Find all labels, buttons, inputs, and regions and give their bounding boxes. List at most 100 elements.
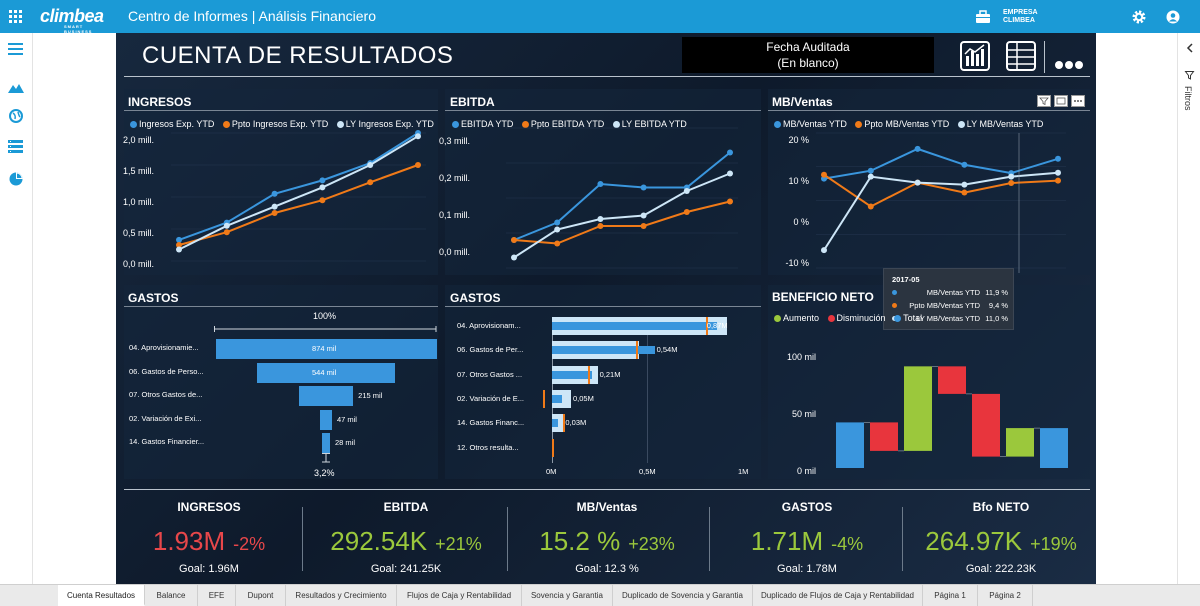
tab-flujos-caja[interactable]: Flujos de Caja y Rentabilidad xyxy=(397,585,522,606)
tab-pagina-2[interactable]: Página 2 xyxy=(978,585,1033,606)
ingresos-line-chart[interactable] xyxy=(171,130,431,263)
data-point xyxy=(821,247,827,254)
brand-logo[interactable]: climbea SMART BUSINESS xyxy=(40,6,104,34)
data-point xyxy=(683,188,690,194)
tab-pagina-1[interactable]: Página 1 xyxy=(923,585,978,606)
mbventas-legend: MB/Ventas YTD Ppto MB/Ventas YTD LY MB/V… xyxy=(774,119,1049,129)
bar-actual[interactable] xyxy=(552,419,558,428)
bar-actual[interactable] xyxy=(552,370,592,379)
x-tick: 0M xyxy=(546,467,557,476)
focus-mode-icon[interactable] xyxy=(1054,95,1068,107)
bar-label: 07. Otros Gastos ... xyxy=(457,369,523,379)
y-tick: 20 % xyxy=(788,135,809,145)
data-point xyxy=(415,133,421,140)
data-point xyxy=(867,173,874,180)
y-tick: 0,5 mill. xyxy=(122,228,154,238)
series-line-1 xyxy=(513,200,731,245)
bar-actual[interactable] xyxy=(552,322,718,330)
data-point xyxy=(1008,180,1015,187)
briefcase-icon[interactable] xyxy=(976,10,990,23)
table-icon[interactable] xyxy=(1006,41,1036,71)
bar-value: 0,21M xyxy=(599,369,621,379)
filter-icon[interactable] xyxy=(1184,71,1195,80)
more-options-icon[interactable] xyxy=(1071,95,1085,107)
filter-icon[interactable] xyxy=(1037,95,1051,107)
data-point xyxy=(511,237,517,243)
data-point xyxy=(554,240,561,247)
beneficio-title: BENEFICIO NETO xyxy=(772,290,874,304)
tab-balance[interactable]: Balance xyxy=(145,585,198,606)
bar-label: 02. Variación de E... xyxy=(457,393,524,403)
kpi-bfo-neto[interactable]: Bfo NETO 264.97K +19% Goal: 222.23K xyxy=(925,500,1077,575)
x-tick: 0,5M xyxy=(639,467,656,476)
globe-icon[interactable] xyxy=(9,109,23,123)
bar-actual[interactable] xyxy=(552,394,562,403)
tab-cuenta-resultados[interactable]: Cuenta Resultados xyxy=(58,585,145,606)
bar-ly[interactable] xyxy=(552,389,571,408)
toolbar-divider xyxy=(1044,41,1045,73)
funnel-bar[interactable] xyxy=(320,409,332,430)
tab-resultados-crecimiento[interactable]: Resultados y Crecimiento xyxy=(286,585,397,606)
tab-duplicado-flujos[interactable]: Duplicado de Flujos de Caja y Rentabilid… xyxy=(753,585,923,606)
filters-pane[interactable] xyxy=(1177,33,1200,584)
y-tick: 100 mil xyxy=(786,352,816,362)
list-icon[interactable] xyxy=(8,140,24,154)
funnel-bar[interactable] xyxy=(298,386,354,406)
bar-ly[interactable] xyxy=(552,414,564,433)
pie-chart-icon[interactable] xyxy=(9,172,23,186)
mbventas-line-chart[interactable] xyxy=(816,132,1086,273)
data-point xyxy=(1008,173,1015,180)
y-tick: -10 % xyxy=(785,258,809,268)
funnel-top-bracket xyxy=(214,326,437,332)
funnel-bottom-bracket xyxy=(322,453,330,463)
data-point xyxy=(1055,155,1061,162)
divider xyxy=(124,76,1090,77)
data-point xyxy=(554,226,561,233)
ebitda-line-chart[interactable] xyxy=(506,127,746,269)
data-point xyxy=(223,229,230,236)
tab-dupont[interactable]: Dupont xyxy=(236,585,286,606)
tab-duplicado-sovencia[interactable]: Duplicado de Sovencia y Garantia xyxy=(613,585,753,606)
y-tick: 0,3 mill. xyxy=(438,136,470,146)
mountain-icon[interactable] xyxy=(8,83,24,95)
data-point xyxy=(367,162,374,168)
chevron-left-icon[interactable] xyxy=(1186,43,1194,53)
bar-actual[interactable] xyxy=(552,346,655,355)
tab-sovencia[interactable]: Sovencia y Garantia xyxy=(522,585,613,606)
filters-label[interactable]: Filtros xyxy=(1183,86,1193,111)
more-options-icon[interactable] xyxy=(1054,60,1084,70)
data-point xyxy=(914,145,921,152)
series-line-0 xyxy=(178,132,419,241)
kpi-ingresos[interactable]: INGRESOS 1.93M -2% Goal: 1.96M xyxy=(152,500,266,575)
funnel-bar[interactable] xyxy=(257,362,395,383)
beneficio-waterfall-chart[interactable] xyxy=(830,348,1070,473)
data-point xyxy=(727,198,733,205)
app-launcher-icon[interactable] xyxy=(9,10,23,24)
waterfall-bar xyxy=(1040,428,1068,468)
tab-efe[interactable]: EFE xyxy=(198,585,236,606)
data-point xyxy=(640,212,647,219)
data-point xyxy=(554,219,561,226)
funnel-top-percent: 100% xyxy=(313,311,337,321)
hamburger-menu-icon[interactable] xyxy=(8,43,24,57)
kpi-ebitda[interactable]: EBITDA 292.54K +21% Goal: 241.25K xyxy=(330,500,482,575)
data-point xyxy=(727,170,733,177)
funnel-label: 14. Gastos Financier... xyxy=(129,437,205,446)
user-icon[interactable] xyxy=(1166,10,1180,24)
funnel-value: 215 mil xyxy=(358,391,383,400)
kpi-mbventas[interactable]: MB/Ventas 15.2 % +23% Goal: 12.3 % xyxy=(539,500,675,575)
funnel-bar[interactable] xyxy=(322,433,330,453)
fecha-auditada-card: Fecha Auditada (En blanco) xyxy=(682,37,934,73)
data-point xyxy=(727,149,733,156)
company-selector[interactable]: EMPRESA CLIMBEA xyxy=(1003,9,1038,24)
bar-label: 14. Gastos Financ... xyxy=(457,418,525,428)
data-point xyxy=(176,242,182,248)
bar-value: 0,03M xyxy=(565,418,587,428)
kpi-gastos[interactable]: GASTOS 1.71M -4% Goal: 1.78M xyxy=(750,500,864,575)
y-tick: 0,1 mill. xyxy=(438,210,470,220)
gear-icon[interactable] xyxy=(1132,10,1146,24)
bar-chart-icon[interactable] xyxy=(960,41,990,71)
bar-value: 0,54M xyxy=(656,345,678,355)
funnel-bar[interactable] xyxy=(215,339,437,359)
data-point xyxy=(867,167,874,174)
